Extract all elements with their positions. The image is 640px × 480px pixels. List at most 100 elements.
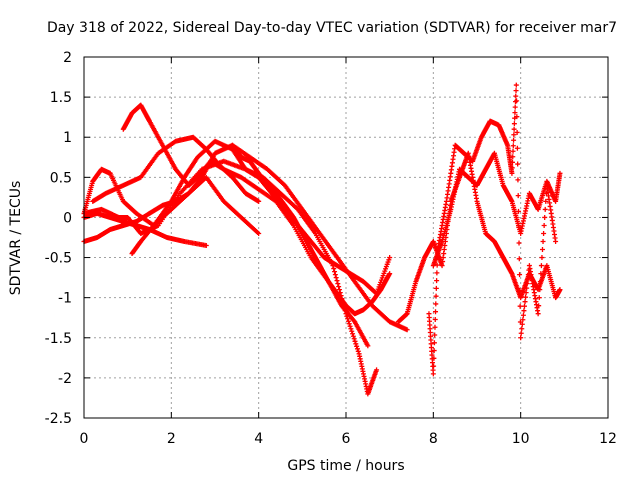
data-point [540, 247, 545, 253]
x-tick-label: 6 [342, 431, 351, 447]
data-point [351, 336, 357, 342]
data-point [387, 255, 393, 261]
data-point [538, 263, 544, 269]
data-point [347, 323, 353, 329]
data-point [536, 303, 542, 309]
data-point [514, 145, 520, 151]
data-point [433, 301, 439, 307]
data-point [431, 340, 437, 346]
data-point [432, 332, 438, 338]
series-11 [430, 150, 563, 269]
data-point [354, 343, 360, 349]
data-point [350, 331, 356, 337]
data-point [404, 327, 410, 333]
data-point [332, 269, 338, 275]
y-tick-label: 0 [63, 210, 72, 226]
chart-title: Day 318 of 2022, Sidereal Day-to-day VTE… [47, 20, 617, 36]
data-point [514, 129, 520, 135]
data-point [332, 272, 338, 278]
data-point [348, 326, 354, 332]
y-tick-label: -0.5 [45, 251, 72, 267]
x-axis-label: GPS time / hours [287, 458, 404, 474]
data-point [509, 159, 515, 165]
data-point [352, 338, 358, 344]
y-tick-label: -2 [58, 371, 72, 387]
data-point [432, 324, 438, 330]
x-tick-label: 4 [254, 431, 263, 447]
data-point [334, 278, 340, 284]
data-point [516, 240, 522, 246]
data-point [536, 295, 542, 301]
data-point [433, 293, 439, 299]
data-point [350, 333, 356, 339]
data-point [537, 279, 543, 285]
data-point [517, 303, 523, 309]
data-point [510, 154, 516, 160]
data-point [345, 316, 351, 322]
data-point [433, 309, 439, 315]
data-point [335, 281, 341, 287]
data-point [514, 98, 520, 104]
data-points [81, 82, 563, 397]
data-point [515, 177, 521, 183]
data-point [511, 137, 517, 143]
data-point [434, 278, 440, 284]
data-point [521, 308, 527, 314]
data-point [516, 256, 522, 262]
series-10 [426, 82, 559, 377]
data-point [511, 121, 517, 127]
x-tick-label: 0 [80, 431, 89, 447]
series-8 [229, 142, 393, 317]
data-point [557, 170, 563, 176]
y-tick-label: -1.5 [45, 331, 72, 347]
data-point [542, 214, 548, 220]
data-point [512, 110, 518, 116]
data-point [524, 281, 530, 287]
data-point [431, 348, 437, 354]
y-tick-label: 2 [63, 50, 72, 66]
data-point [515, 193, 521, 199]
data-point [557, 287, 563, 293]
data-point [374, 367, 380, 373]
data-point [521, 303, 527, 309]
data-point [365, 343, 371, 349]
data-point [513, 88, 519, 94]
data-point [333, 275, 339, 281]
data-point [535, 311, 541, 317]
data-point [510, 143, 516, 149]
data-point [256, 198, 262, 204]
data-point [512, 104, 518, 110]
data-point [354, 346, 360, 352]
data-point [434, 270, 440, 276]
x-tick-label: 2 [167, 431, 176, 447]
data-point [387, 271, 393, 277]
data-point [537, 287, 543, 293]
data-point [525, 276, 531, 282]
series-7 [129, 138, 393, 297]
data-point [353, 341, 359, 347]
y-axis-label: SDTVAR / TECUs [8, 181, 24, 296]
data-point [518, 335, 524, 341]
data-point [150, 223, 156, 229]
data-point [345, 318, 351, 324]
series-6 [90, 134, 262, 204]
data-point [517, 287, 523, 293]
data-point [541, 222, 547, 228]
data-point [553, 239, 559, 245]
data-point [511, 126, 517, 132]
series-9 [395, 150, 563, 325]
data-point [513, 93, 519, 99]
data-point [203, 243, 209, 249]
data-point [522, 299, 528, 305]
data-point [514, 114, 520, 120]
data-point [336, 287, 342, 293]
data-point [517, 272, 523, 278]
axis-ticks: 0 2 4 6 8 10 12 -2.5 -2 -1.5 -1 -0.5 0 0.5 1 1.5 2 [45, 50, 617, 447]
y-tick-label: -2.5 [45, 411, 72, 427]
x-tick-label: 8 [429, 431, 438, 447]
data-point [513, 82, 519, 88]
data-point [351, 318, 357, 324]
data-point [509, 170, 515, 176]
data-point [433, 285, 439, 291]
data-point [541, 230, 547, 236]
